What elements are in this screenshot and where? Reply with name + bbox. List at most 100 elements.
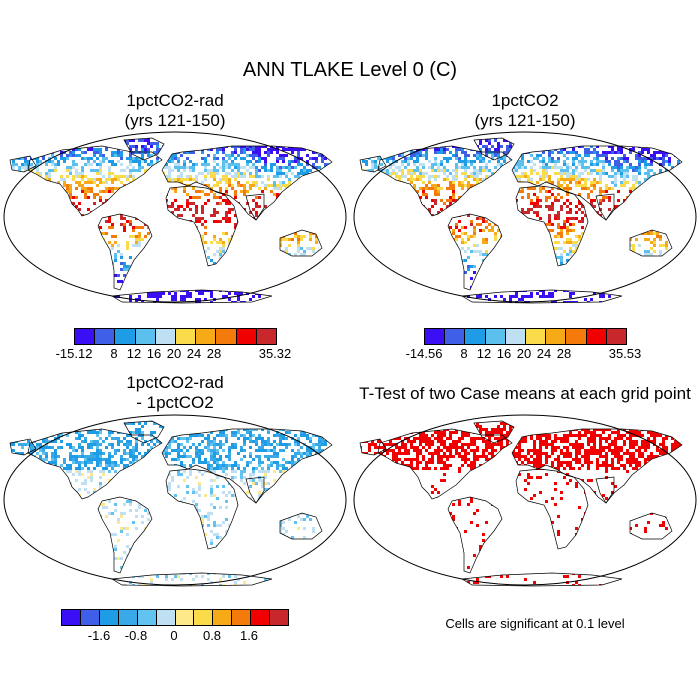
coastline-eu [161,428,333,504]
colorbar-swatch [270,610,289,625]
coastline-in [245,476,265,504]
coastline-na [27,428,163,500]
coastline-gl [473,420,515,444]
colorbar1-tick: 28 [206,346,222,361]
panel2-title-line1: 1pctCO2 [491,91,559,110]
map-panel-ttest [353,414,697,587]
map-panel-1pctco2 [353,131,697,304]
coastline-an [110,289,273,304]
colorbar-swatch [75,329,96,344]
colorbar1-tick: 35.32 [258,346,292,361]
coastline-in [595,193,615,221]
colorbar-1pctco2-rad [74,328,277,345]
panel1-title-line2: (yrs 121-150) [124,111,226,130]
colorbar2-tick: 28 [556,346,572,361]
colorbar-swatch [80,610,100,625]
colorbar3-tick: 0 [170,628,178,643]
colorbar2-tick: 16 [496,346,512,361]
colorbar-swatch [137,610,157,625]
colorbar-swatch [196,329,217,344]
colorbar1-tick: -15.12 [55,346,93,361]
coastline-af [165,185,239,267]
coastline-in [245,193,265,221]
colorbar-1pctco2 [424,328,627,345]
colorbar-swatch [256,329,277,344]
coastline-ak [9,438,37,456]
coastline-af [165,468,239,550]
coastline-gl [473,137,515,161]
colorbar-swatch [155,329,177,344]
colorbar2-tick: -14.56 [405,346,443,361]
coastline-au [629,229,673,257]
colorbar-swatch [445,329,466,344]
coastline-au [279,512,323,540]
coastline-sa [97,213,153,291]
colorbar-swatch [62,610,81,625]
colorbar1-tick: 12 [126,346,142,361]
colorbar2-tick: 24 [536,346,552,361]
map-panel-difference [3,414,347,587]
coastline-na [377,145,513,217]
coastline-eu [161,145,333,221]
coastline-sa [97,496,153,574]
map-panel-1pctco2-rad [3,131,347,304]
coastline-au [629,512,673,540]
colorbar-swatch [135,329,156,344]
colorbar-swatch [156,610,176,625]
coastline-sa [447,496,503,574]
colorbar3-tick: -1.6 [87,628,111,643]
figure-title: ANN TLAKE Level 0 (C) [242,59,458,81]
colorbar-swatch [232,610,252,625]
colorbar2-tick: 35.53 [608,346,642,361]
coastline-ak [359,155,387,173]
globe-outline [353,131,697,303]
colorbar-swatch [586,329,607,344]
coastline-ak [359,438,387,456]
colorbar-swatch [465,329,486,344]
coastline-gl [123,420,165,444]
colorbar-swatch [485,329,506,344]
colorbar1-tick: 20 [166,346,182,361]
globe-background [4,132,346,302]
colorbar3-tick: -0.8 [124,628,148,643]
colorbar-difference [61,609,289,626]
significance-note: Cells are significant at 0.1 level [445,616,625,631]
coastline-na [377,428,513,500]
globe-outline [3,414,347,586]
colorbar-swatch [526,329,547,344]
colorbar2-tick: 8 [460,346,468,361]
colorbar1-tick: 24 [186,346,202,361]
colorbar-swatch [425,329,446,344]
colorbar2-tick: 12 [476,346,492,361]
coastline-eu [511,145,683,221]
coastline-eu [511,428,683,504]
colorbar3-tick: 1.6 [239,628,259,643]
coastline-ak [9,155,37,173]
colorbar-swatch [216,329,237,344]
colorbar-swatch [505,329,527,344]
panel3-title-line1: 1pctCO2-rad [126,373,224,392]
coastline-af [515,185,589,267]
coastline-in [595,476,615,504]
colorbar-swatch [95,329,116,344]
colorbar-swatch [251,610,271,625]
panel4-title: T-Test of two Case means at each grid po… [359,384,691,403]
coastline-na [27,145,163,217]
colorbar-swatch [566,329,587,344]
colorbar-swatch [213,610,233,625]
colorbar3-tick: 0.8 [202,628,222,643]
colorbar-swatch [194,610,214,625]
globe-background [354,132,696,302]
colorbar-swatch [546,329,567,344]
colorbar1-tick: 8 [110,346,118,361]
panel3-title-line2: - 1pctCO2 [136,393,214,412]
colorbar1-tick: 16 [146,346,162,361]
colorbar-swatch [236,329,257,344]
colorbar-swatch [118,610,138,625]
colorbar-swatch [99,610,119,625]
globe-outline [353,414,697,586]
coastline-gl [123,137,165,161]
coastline-au [279,229,323,257]
panel1-title-line1: 1pctCO2-rad [126,91,224,110]
colorbar-swatch [175,610,195,625]
